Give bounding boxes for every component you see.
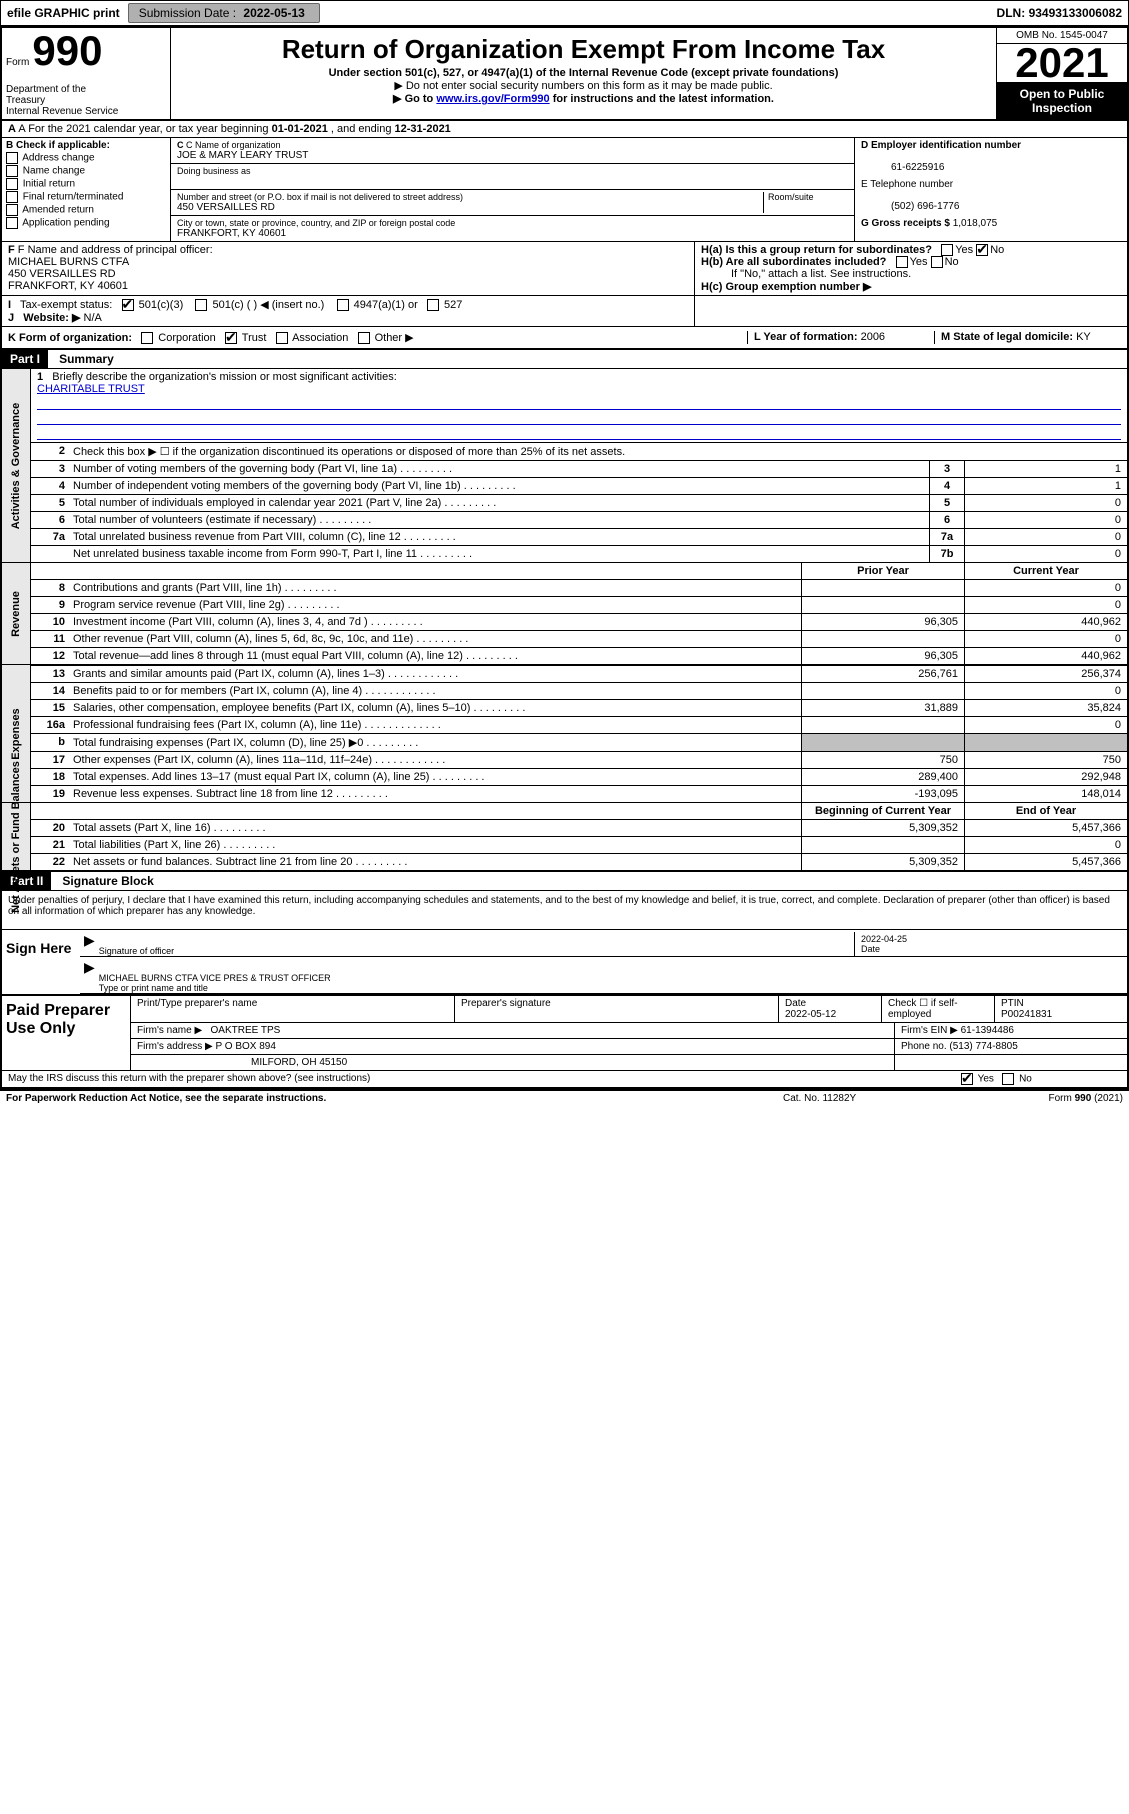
phone-block: E Telephone number (502) 696-1776 xyxy=(861,179,1121,212)
ein-block: D Employer identification number 61-6225… xyxy=(861,140,1121,173)
inspection-badge: Open to Public Inspection xyxy=(997,83,1127,119)
check-address-change[interactable]: Address change xyxy=(6,152,166,164)
summary-line: 10Investment income (Part VIII, column (… xyxy=(31,613,1127,630)
check-final-return[interactable]: Final return/terminated xyxy=(6,191,166,203)
check-application-pending[interactable]: Application pending xyxy=(6,217,166,229)
row-a-tax-year: A A For the 2021 calendar year, or tax y… xyxy=(2,121,1127,138)
check-initial-return[interactable]: Initial return xyxy=(6,178,166,190)
irs-link[interactable]: www.irs.gov/Form990 xyxy=(436,93,549,105)
summary-line: 13Grants and similar amounts paid (Part … xyxy=(31,665,1127,682)
part2-header: Part II Signature Block xyxy=(2,872,1127,891)
page-footer: For Paperwork Reduction Act Notice, see … xyxy=(0,1089,1129,1106)
org-name-row: C C Name of organization JOE & MARY LEAR… xyxy=(171,138,854,164)
summary-line: 3Number of voting members of the governi… xyxy=(31,460,1127,477)
part1-header: Part I Summary xyxy=(2,350,1127,369)
info-block: B Check if applicable: Address change Na… xyxy=(2,138,1127,242)
summary-line: 20Total assets (Part X, line 16) 5,309,3… xyxy=(31,819,1127,836)
mission-block: 1 Briefly describe the organization's mi… xyxy=(31,369,1127,442)
address-row: Number and street (or P.O. box if mail i… xyxy=(171,190,854,216)
summary-line: 5Total number of individuals employed in… xyxy=(31,494,1127,511)
form-container: Form 990 Department of theTreasuryIntern… xyxy=(0,26,1129,1089)
part1-netassets-section: Net Assets or Fund Balances Beginning of… xyxy=(2,802,1127,872)
row-k-form-of-org: K Form of organization: Corporation Trus… xyxy=(2,327,1127,350)
sign-here-block: Sign Here ▶ Signature of officer 2022-04… xyxy=(2,929,1127,994)
col-d-ein: D Employer identification number 61-6225… xyxy=(855,138,1127,241)
part1-governance-section: Activities & Governance 1 Briefly descri… xyxy=(2,369,1127,562)
department-label: Department of theTreasuryInternal Revenu… xyxy=(6,84,166,117)
summary-line: 14Benefits paid to or for members (Part … xyxy=(31,682,1127,699)
top-toolbar: efile GRAPHIC print Submission Date : 20… xyxy=(0,0,1129,26)
summary-line: 18Total expenses. Add lines 13–17 (must … xyxy=(31,768,1127,785)
tax-year: 2021 xyxy=(997,44,1127,83)
row-h-group: H(a) Is this a group return for subordin… xyxy=(695,242,1127,295)
form-subtitle: Under section 501(c), 527, or 4947(a)(1)… xyxy=(179,67,988,79)
form-year-block: OMB No. 1545-0047 2021 Open to Public In… xyxy=(997,28,1127,119)
declaration-text: Under penalties of perjury, I declare th… xyxy=(2,891,1127,921)
summary-line: 11Other revenue (Part VIII, column (A), … xyxy=(31,630,1127,647)
submission-date-button[interactable]: Submission Date : 2022-05-13 xyxy=(128,3,320,23)
discuss-row: May the IRS discuss this return with the… xyxy=(2,1070,1127,1087)
form-title: Return of Organization Exempt From Incom… xyxy=(179,34,988,65)
summary-line: 6Total number of volunteers (estimate if… xyxy=(31,511,1127,528)
paid-preparer-block: Paid Preparer Use Only Print/Type prepar… xyxy=(2,994,1127,1070)
summary-line: 9Program service revenue (Part VIII, lin… xyxy=(31,596,1127,613)
col-b-checkboxes: B Check if applicable: Address change Na… xyxy=(2,138,171,241)
col-c-org-info: C C Name of organization JOE & MARY LEAR… xyxy=(171,138,855,241)
summary-line: 8Contributions and grants (Part VIII, li… xyxy=(31,579,1127,596)
summary-line: Net unrelated business taxable income fr… xyxy=(31,545,1127,562)
city-row: City or town, state or province, country… xyxy=(171,216,854,241)
dba-row: Doing business as xyxy=(171,164,854,190)
efile-label: efile GRAPHIC print xyxy=(1,4,126,22)
check-amended[interactable]: Amended return xyxy=(6,204,166,216)
instruction-line-1: ▶ Do not enter social security numbers o… xyxy=(179,79,988,92)
row-f-officer: F F Name and address of principal office… xyxy=(2,242,1127,296)
summary-line: 7aTotal unrelated business revenue from … xyxy=(31,528,1127,545)
summary-line: 22Net assets or fund balances. Subtract … xyxy=(31,853,1127,870)
summary-line: 12Total revenue—add lines 8 through 11 (… xyxy=(31,647,1127,664)
summary-line: 21Total liabilities (Part X, line 26) 0 xyxy=(31,836,1127,853)
summary-line: 4Number of independent voting members of… xyxy=(31,477,1127,494)
part1-revenue-section: Revenue Prior Year Current Year 8Contrib… xyxy=(2,562,1127,664)
check-name-change[interactable]: Name change xyxy=(6,165,166,177)
summary-line: bTotal fundraising expenses (Part IX, co… xyxy=(31,733,1127,751)
form-title-block: Return of Organization Exempt From Incom… xyxy=(171,28,997,119)
summary-line: 19Revenue less expenses. Subtract line 1… xyxy=(31,785,1127,802)
part1-expenses-section: Expenses 13Grants and similar amounts pa… xyxy=(2,664,1127,802)
summary-line: 15Salaries, other compensation, employee… xyxy=(31,699,1127,716)
gross-receipts-block: G Gross receipts $ 1,018,075 xyxy=(861,218,1121,229)
signature-date: 2022-04-25 Date xyxy=(854,932,1127,956)
instruction-line-2: ▶ Go to www.irs.gov/Form990 for instruct… xyxy=(179,92,988,105)
form-header: Form 990 Department of theTreasuryIntern… xyxy=(2,28,1127,121)
row-i-status: I Tax-exempt status: 501(c)(3) 501(c) ( … xyxy=(2,296,1127,327)
summary-line: 16aProfessional fundraising fees (Part I… xyxy=(31,716,1127,733)
form-id-block: Form 990 Department of theTreasuryIntern… xyxy=(2,28,171,119)
dln-label: DLN: 93493133006082 xyxy=(997,6,1128,20)
summary-line: 17Other expenses (Part IX, column (A), l… xyxy=(31,751,1127,768)
